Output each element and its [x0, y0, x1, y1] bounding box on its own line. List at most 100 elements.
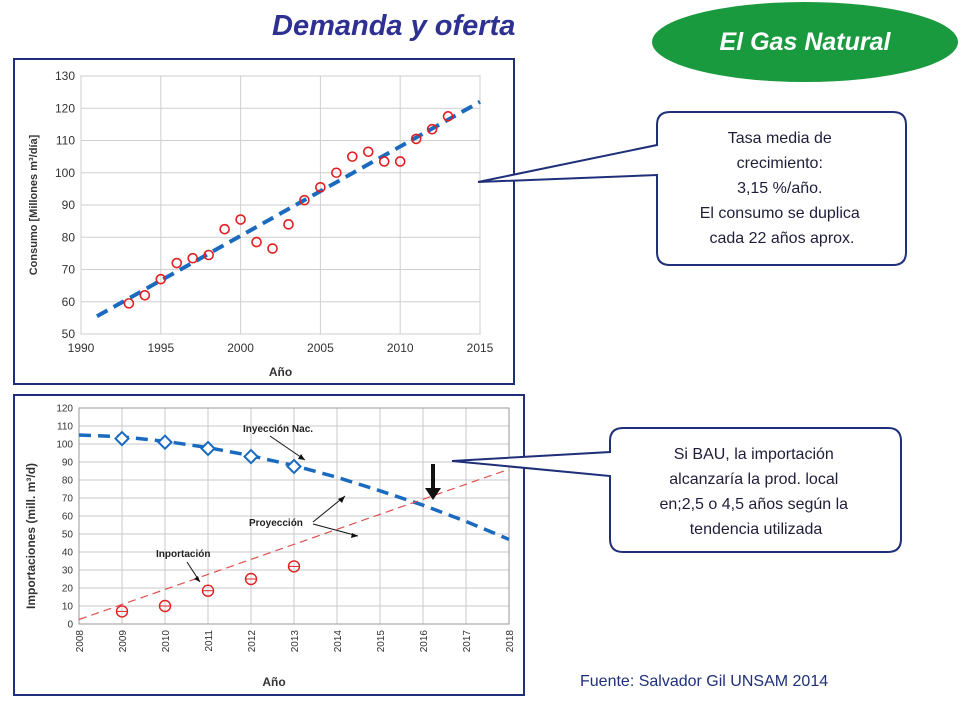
x-tick-label: 1995 — [147, 341, 174, 355]
x-tick-label: 2012 — [247, 630, 258, 653]
production-marker — [114, 430, 130, 447]
callout-imports-line-2: alcanzaría la prod. local — [669, 471, 838, 488]
y-tick-label: 120 — [55, 101, 75, 115]
data-point — [442, 111, 454, 122]
data-point — [283, 219, 294, 230]
callout-growth-line-4: El consumo se duplica — [700, 205, 860, 222]
consumption-chart-frame: 1990 1995 2000 2005 2010 2015 50 60 70 80 90 100 110… — [13, 58, 515, 385]
y-tick-label: 40 — [62, 548, 74, 559]
x-tick-label: 2014 — [333, 630, 344, 653]
y-tick-label: 50 — [62, 327, 76, 341]
trend-line — [95, 100, 481, 319]
data-point — [155, 273, 167, 285]
data-point — [123, 298, 135, 309]
svg-text:Tasa media de crecimient: Tasa media de crecimiento: 3,15 %/año. E… — [700, 130, 865, 247]
production-marker — [157, 434, 173, 451]
y-tick-label: 80 — [62, 230, 76, 244]
annotation-projection: Proyección — [249, 518, 303, 529]
annotation-import: Inportación — [156, 549, 210, 560]
callout-growth: Tasa media de crecimiento: 3,15 %/año. E… — [477, 111, 907, 266]
annotation-injection-arrowhead — [298, 454, 305, 460]
callout-imports-line-3: en;2,5 o 4,5 años según la — [659, 496, 848, 513]
y-tick-label: 70 — [62, 494, 74, 505]
page-title: Demanda y oferta — [272, 10, 516, 42]
data-point — [299, 194, 310, 206]
topic-badge-label: El Gas Natural — [719, 27, 891, 56]
x-tick-label: 2015 — [467, 341, 494, 355]
x-tick-label: 2017 — [462, 630, 473, 653]
data-point — [251, 236, 262, 248]
y-tick-label: 110 — [56, 134, 75, 148]
callout-imports-line-1: Si BAU, la importación — [674, 446, 834, 463]
y-tick-label: 10 — [62, 602, 74, 613]
x-axis-label: Año — [269, 365, 292, 379]
production-marker — [200, 440, 216, 457]
x-tick-label: 2000 — [227, 341, 254, 355]
y-tick-label: 110 — [57, 422, 73, 433]
annotation-projection-arrowhead-top — [338, 496, 345, 503]
y-tick-label: 60 — [62, 512, 74, 523]
y-tick-label: 90 — [62, 458, 74, 469]
callout-imports-line-4: tendencia utilizada — [690, 521, 823, 538]
production-marker — [286, 458, 302, 475]
data-point — [378, 156, 390, 167]
annotation-injection: Inyección Nac. — [243, 424, 313, 435]
data-point — [219, 223, 230, 235]
y-axis-label: Consumo [Millones m³/día] — [28, 134, 40, 275]
x-tick-label: 2005 — [307, 341, 334, 355]
plot-area — [78, 407, 510, 625]
svg-text:Si BAU, la importación a: Si BAU, la importación alcanzaría la pro… — [659, 446, 852, 538]
data-point — [203, 249, 214, 261]
y-tick-label: 50 — [62, 530, 74, 541]
consumption-chart: 1990 1995 2000 2005 2010 2015 50 60 70 80 90 100 110… — [28, 69, 494, 379]
callout-imports: Si BAU, la importación alcanzaría la pro… — [451, 427, 902, 553]
data-point — [347, 151, 358, 162]
x-tick-label: 2010 — [387, 341, 414, 355]
data-point — [187, 252, 199, 264]
data-point — [394, 156, 406, 167]
import-projection-line — [78, 468, 510, 621]
x-axis-label: Año — [262, 675, 285, 689]
x-tick-label: 2013 — [290, 630, 301, 653]
x-tick-label: 2016 — [419, 630, 430, 653]
y-tick-label: 100 — [56, 440, 73, 451]
x-tick-label: 2009 — [118, 630, 129, 653]
annotation-injection-arrow — [269, 435, 306, 461]
data-point — [362, 146, 374, 158]
x-tick-label: 2015 — [376, 630, 387, 653]
data-point — [171, 257, 183, 269]
y-tick-label: 0 — [67, 620, 73, 631]
data-point — [426, 123, 438, 135]
production-marker — [243, 448, 259, 465]
y-tick-label: 130 — [55, 69, 75, 83]
y-tick-label: 100 — [55, 166, 75, 180]
data-point — [139, 290, 151, 301]
data-point — [267, 243, 278, 254]
imports-chart-frame: 2008 2009 2010 2011 2012 2013 2014 2015 2016 2017… — [13, 394, 525, 696]
annotation-import-arrowhead — [194, 576, 200, 582]
imports-chart: 2008 2009 2010 2011 2012 2013 2014 2015 2016 2017… — [24, 404, 516, 690]
y-axis-label: Importaciones (mill. m³/d) — [24, 463, 38, 609]
y-tick-label: 70 — [62, 263, 76, 277]
y-tick-label: 20 — [62, 584, 74, 595]
callout-growth-line-1: Tasa media de — [728, 130, 832, 147]
source-note: Fuente: Salvador Gil UNSAM 2014 — [580, 673, 829, 690]
callout-growth-line-5: cada 22 años aprox. — [710, 230, 855, 247]
data-point — [315, 181, 326, 193]
x-tick-label: 2010 — [161, 630, 172, 653]
x-tick-label: 2018 — [505, 630, 516, 653]
annotation-projection-arrowhead-bottom — [351, 533, 358, 538]
annotation-projection-arrow-bottom — [312, 523, 359, 537]
y-tick-label: 120 — [56, 404, 73, 415]
crossover-arrowhead — [425, 488, 441, 500]
x-tick-label: 1990 — [68, 341, 95, 355]
topic-badge: El Gas Natural — [652, 2, 958, 82]
callout-growth-line-2: crecimiento: — [737, 155, 823, 172]
data-point — [235, 214, 246, 225]
data-point — [410, 133, 422, 145]
y-tick-label: 30 — [62, 566, 74, 577]
x-tick-label: 2011 — [204, 630, 215, 652]
y-tick-label: 90 — [62, 198, 76, 212]
x-tick-label: 2008 — [75, 630, 86, 653]
